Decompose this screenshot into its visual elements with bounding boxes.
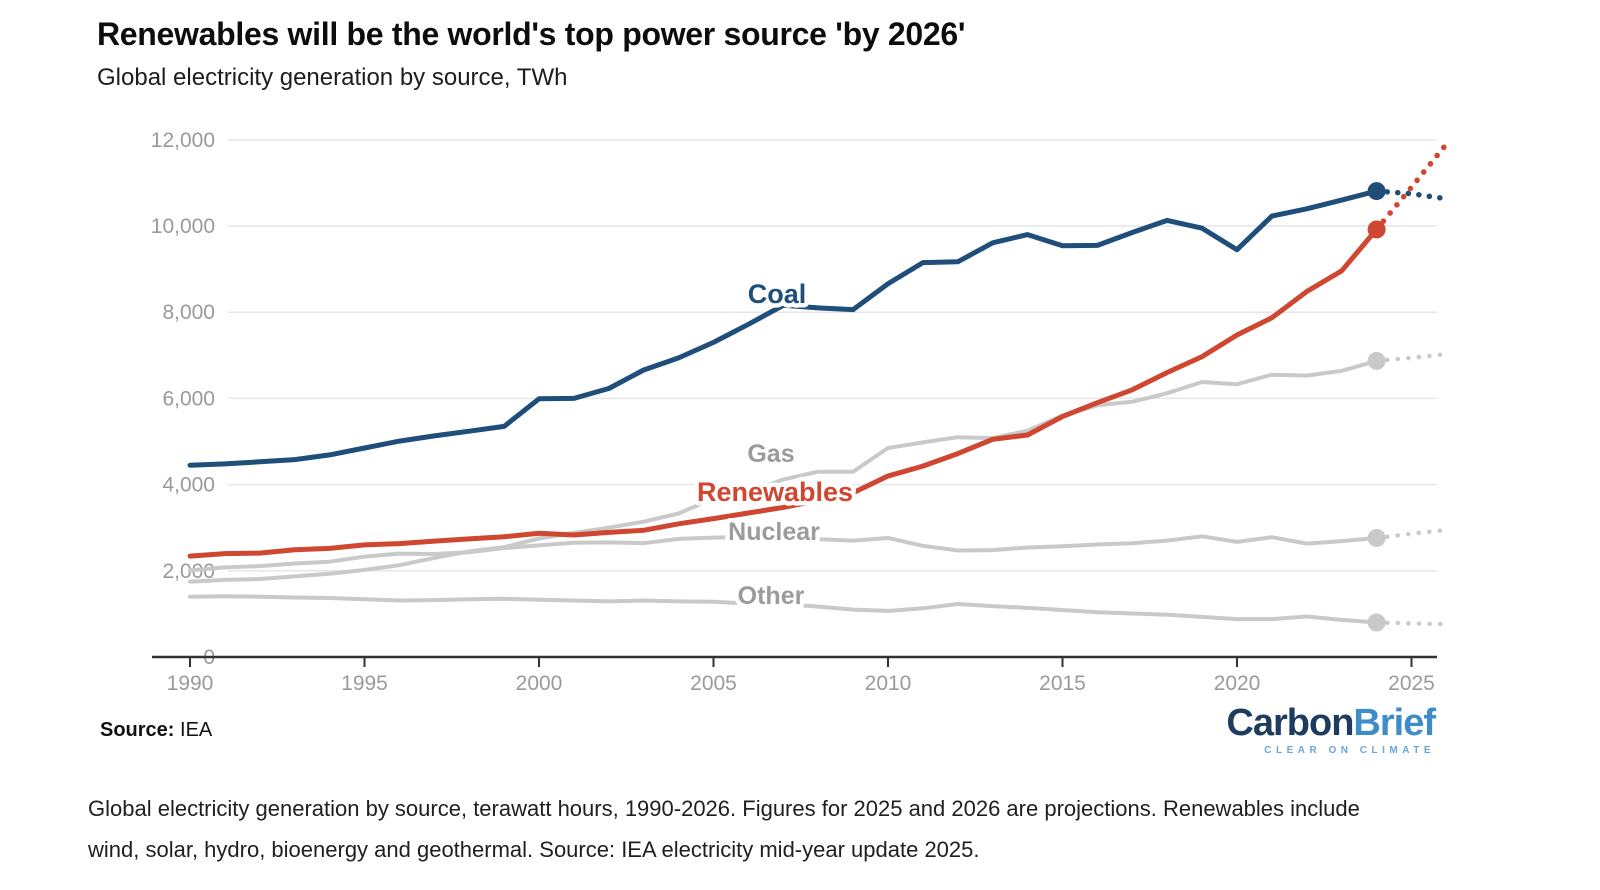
- renewables-endpoint-marker: [1367, 220, 1386, 239]
- x-tick-label: 1995: [341, 672, 388, 695]
- x-tick-label: 2010: [865, 672, 912, 695]
- carbonbrief-wordmark: CarbonBrief: [1226, 702, 1436, 744]
- logo-brief-text: Brief: [1353, 702, 1436, 744]
- source-note: Source: IEA: [100, 719, 212, 742]
- other-endpoint-marker: [1367, 613, 1386, 632]
- gas-label: Gas: [747, 440, 794, 468]
- y-tick-label: 6,000: [162, 387, 215, 410]
- source-label: Source:: [100, 719, 175, 741]
- other-line: [188, 594, 1379, 625]
- nuclear-line: [188, 534, 1379, 573]
- coal-line-projected: [1373, 188, 1450, 202]
- coal-label: Coal: [748, 279, 807, 309]
- y-tick-label: 12,000: [151, 129, 215, 152]
- x-tick-label: 2025: [1388, 672, 1435, 695]
- other-label: Other: [738, 582, 805, 610]
- nuclear-endpoint-marker: [1367, 529, 1386, 548]
- carbonbrief-logo: CarbonBrief CLEAR ON CLIMATE: [1226, 702, 1436, 756]
- nuclear-line-projected: [1374, 527, 1449, 541]
- nuclear-label: Nuclear: [728, 518, 820, 546]
- x-tick-label: 1990: [167, 672, 214, 695]
- other-line-projected: [1374, 620, 1449, 627]
- coal-line: [187, 188, 1380, 468]
- renewables-line: [187, 226, 1380, 559]
- x-tick-label: 2005: [690, 672, 737, 695]
- x-tick-label: 2000: [516, 672, 563, 695]
- x-tick-label: 2015: [1039, 672, 1086, 695]
- y-tick-label: 8,000: [162, 301, 215, 324]
- chart-subtitle: Global electricity generation by source,…: [97, 64, 568, 91]
- logo-carbon-text: Carbon: [1226, 702, 1354, 744]
- gas-endpoint-marker: [1367, 351, 1386, 370]
- y-tick-label: 4,000: [162, 474, 215, 497]
- source-value: IEA: [180, 719, 213, 741]
- y-tick-label: 10,000: [151, 215, 215, 238]
- gas-line-projected: [1374, 351, 1449, 364]
- logo-tagline: CLEAR ON CLIMATE: [1264, 745, 1435, 756]
- footer-caption: Global electricity generation by source,…: [88, 796, 1360, 862]
- renewables-label: Renewables: [697, 477, 853, 507]
- coal-endpoint-marker: [1367, 182, 1386, 201]
- gas-line: [188, 358, 1379, 584]
- renewables-line-projected: [1373, 141, 1450, 233]
- page-title: Renewables will be the world's top power…: [97, 16, 966, 52]
- x-tick-label: 2020: [1214, 672, 1261, 695]
